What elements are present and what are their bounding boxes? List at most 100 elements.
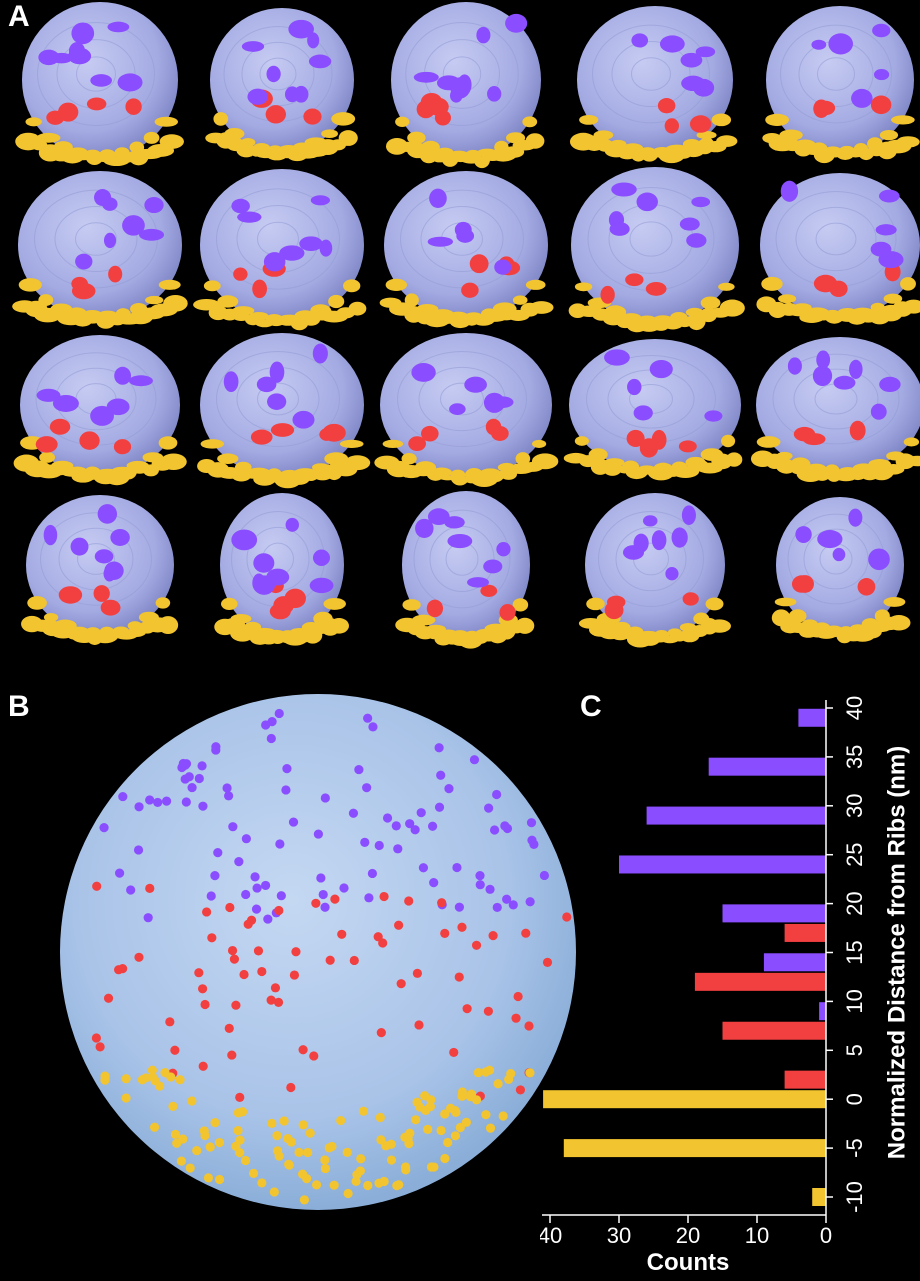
purple-point	[213, 848, 223, 858]
yellow-point	[411, 1115, 421, 1125]
purple-cluster	[97, 504, 118, 524]
purple-cluster	[659, 35, 685, 53]
yellow-cluster	[84, 627, 102, 640]
yellow-cluster	[200, 439, 225, 449]
yellow-cluster	[838, 626, 854, 637]
yellow-cluster	[719, 299, 745, 317]
surface-contour	[803, 528, 869, 590]
rendered-body	[15, 2, 184, 167]
yellow-cluster	[230, 613, 252, 624]
yellow-cluster	[294, 310, 317, 322]
yellow-cluster	[853, 143, 869, 156]
purple-cluster	[456, 228, 475, 243]
yellow-cluster	[776, 451, 793, 460]
yellow-cluster	[679, 623, 697, 632]
y-tick-label: 0	[842, 1093, 867, 1105]
red-point	[231, 1000, 241, 1010]
purple-cluster	[604, 349, 630, 366]
purple-point	[184, 772, 194, 782]
panel-c-label: C	[580, 690, 602, 723]
purple-point	[211, 745, 221, 755]
purple-cluster	[103, 566, 116, 582]
red-cluster	[416, 100, 436, 119]
yellow-cluster	[823, 146, 843, 158]
red-point	[202, 907, 212, 917]
yellow-point	[302, 1174, 312, 1184]
yellow-cluster	[574, 436, 589, 446]
yellow-cluster	[382, 439, 404, 449]
purple-cluster	[413, 71, 439, 83]
red-cluster	[651, 429, 667, 450]
yellow-cluster	[301, 622, 321, 633]
yellow-cluster	[160, 453, 187, 471]
purple-cluster	[415, 518, 434, 539]
red-cluster	[480, 584, 498, 597]
yellow-cluster	[344, 455, 371, 471]
purple-point	[180, 760, 190, 770]
yellow-point	[284, 1160, 294, 1170]
purple-cluster	[319, 239, 333, 257]
yellow-cluster	[265, 314, 283, 324]
red-cluster	[86, 97, 107, 111]
yellow-cluster	[484, 623, 508, 635]
yellow-point	[299, 1195, 310, 1205]
red-cluster	[813, 274, 838, 293]
red-cluster	[49, 418, 71, 435]
surface-contour	[815, 222, 857, 256]
purple-cluster	[879, 376, 901, 393]
yellow-point	[356, 1154, 366, 1164]
purple-cluster	[494, 259, 512, 275]
purple-cluster	[449, 403, 466, 415]
red-point	[298, 1045, 308, 1055]
purple-cluster	[231, 198, 250, 214]
yellow-cluster	[891, 115, 915, 125]
purple-point	[444, 783, 454, 794]
red-point	[483, 1006, 493, 1016]
purple-point	[250, 872, 260, 882]
purple-cluster	[237, 211, 262, 223]
yellow-point	[336, 1115, 346, 1126]
yellow-point	[403, 1134, 413, 1144]
yellow-cluster	[639, 147, 657, 157]
yellow-cluster	[293, 468, 317, 477]
purple-cluster	[231, 529, 258, 551]
purple-point	[492, 789, 502, 800]
yellow-point	[168, 1101, 178, 1111]
yellow-point	[320, 1163, 331, 1174]
panel-c-histogram: -10 -5 0 5 10 15 20 25 30 35 40 40 30 20 10 0 Counts Norm…	[538, 670, 920, 1276]
yellow-cluster	[792, 303, 812, 312]
surface-contour	[37, 22, 155, 126]
yellow-point	[155, 1081, 165, 1091]
purple-cluster	[483, 392, 505, 413]
surface-contour	[40, 512, 152, 606]
yellow-point	[233, 1108, 243, 1118]
red-point	[396, 979, 406, 989]
red-cluster	[499, 604, 516, 621]
yellow-cluster	[788, 609, 807, 623]
red-cluster	[71, 282, 96, 300]
yellow-cluster	[247, 467, 271, 478]
yellow-cluster	[343, 279, 361, 293]
purple-point	[316, 873, 326, 883]
purple-point	[181, 797, 191, 807]
yellow-cluster	[18, 278, 42, 292]
yellow-cluster	[39, 451, 56, 463]
red-cluster	[491, 425, 509, 442]
yellow-point	[450, 1131, 461, 1141]
purple-cluster	[110, 528, 130, 546]
purple-cluster	[464, 376, 487, 393]
purple-point	[206, 891, 216, 901]
surface-contour	[76, 56, 116, 92]
x-tick-label: 10	[745, 1223, 769, 1248]
yellow-cluster	[323, 597, 346, 610]
purple-cluster	[266, 65, 281, 83]
yellow-cluster	[313, 611, 333, 626]
red-point	[454, 972, 464, 982]
rendered-body	[756, 173, 920, 325]
purple-cluster	[139, 228, 165, 241]
yellow-cluster	[805, 307, 830, 318]
purple-cluster	[816, 350, 831, 369]
rendered-body	[395, 491, 535, 649]
purple-cluster	[284, 86, 300, 103]
purple-point	[126, 885, 136, 895]
